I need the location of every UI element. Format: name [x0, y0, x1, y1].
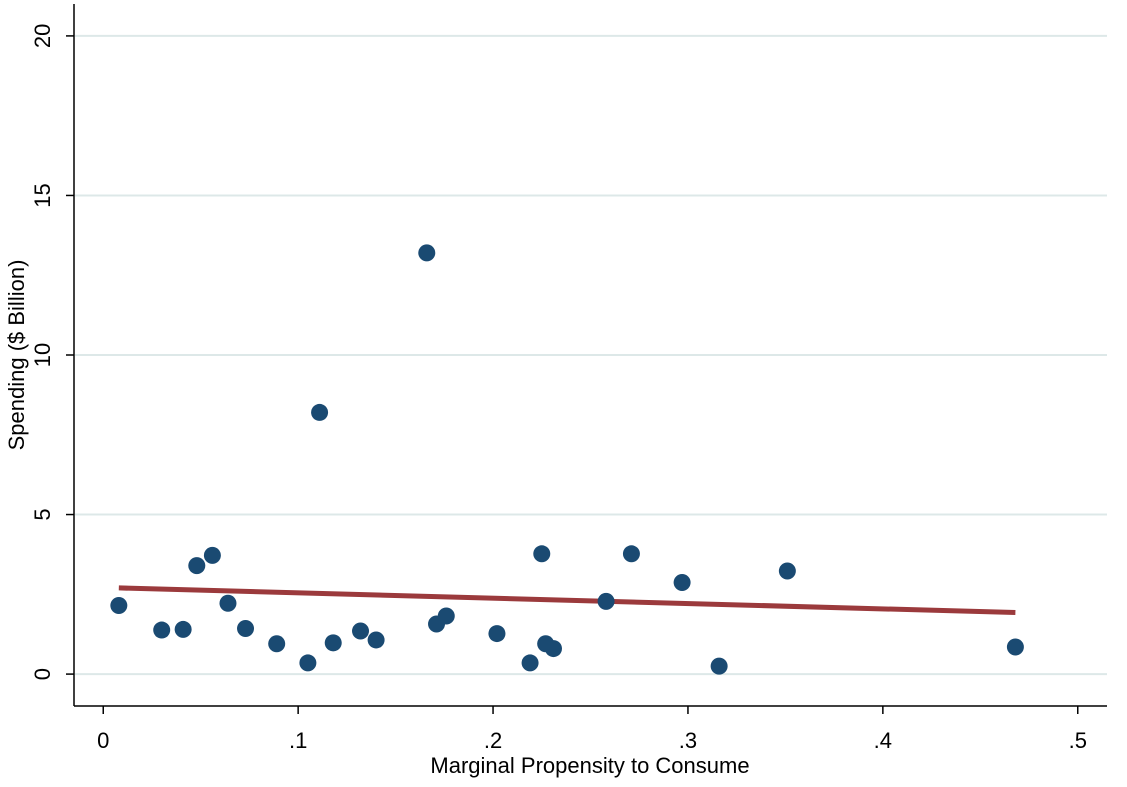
data-point [237, 619, 255, 637]
data-point [174, 620, 192, 638]
data-point [1006, 638, 1024, 656]
data-point [597, 592, 615, 610]
data-point [188, 557, 206, 575]
data-point [533, 545, 551, 563]
grid-lines [75, 34, 1107, 676]
tick-labels: 0 5 10 15 20 0 .1 .2 .3 .4 .5 [30, 24, 1087, 753]
data-point [324, 634, 342, 652]
data-point [544, 640, 562, 658]
data-point [673, 574, 691, 592]
data-point [299, 654, 317, 672]
data-point [622, 545, 640, 563]
x-tick-label: .4 [874, 728, 892, 753]
data-point [521, 654, 539, 672]
data-point [352, 622, 370, 640]
data-point [418, 244, 436, 262]
data-points [110, 244, 1024, 675]
y-tick-label: 5 [30, 508, 55, 520]
data-point [110, 596, 128, 614]
y-tick-label: 0 [30, 668, 55, 680]
fit-line-layer [118, 585, 1016, 616]
data-point [778, 562, 796, 580]
data-point [153, 621, 171, 639]
y-axis-title: Spending ($ Billion) [4, 260, 29, 451]
x-tick-label: .3 [679, 728, 697, 753]
y-tick-label: 15 [30, 183, 55, 207]
x-tick-label: .5 [1069, 728, 1087, 753]
x-tick-label: 0 [97, 728, 109, 753]
y-tick-label: 10 [30, 343, 55, 367]
data-point [219, 594, 237, 612]
y-tick-label: 20 [30, 24, 55, 48]
data-point [268, 635, 286, 653]
data-point [311, 403, 329, 421]
data-point [710, 657, 728, 675]
tick-marks [66, 35, 1079, 714]
x-tick-label: .1 [289, 728, 307, 753]
x-axis-title: Marginal Propensity to Consume [430, 753, 749, 778]
fit-line [118, 585, 1016, 616]
data-point [203, 546, 221, 564]
x-tick-label: .2 [484, 728, 502, 753]
data-point [488, 625, 506, 643]
data-point [367, 631, 385, 649]
data-point [437, 607, 455, 625]
